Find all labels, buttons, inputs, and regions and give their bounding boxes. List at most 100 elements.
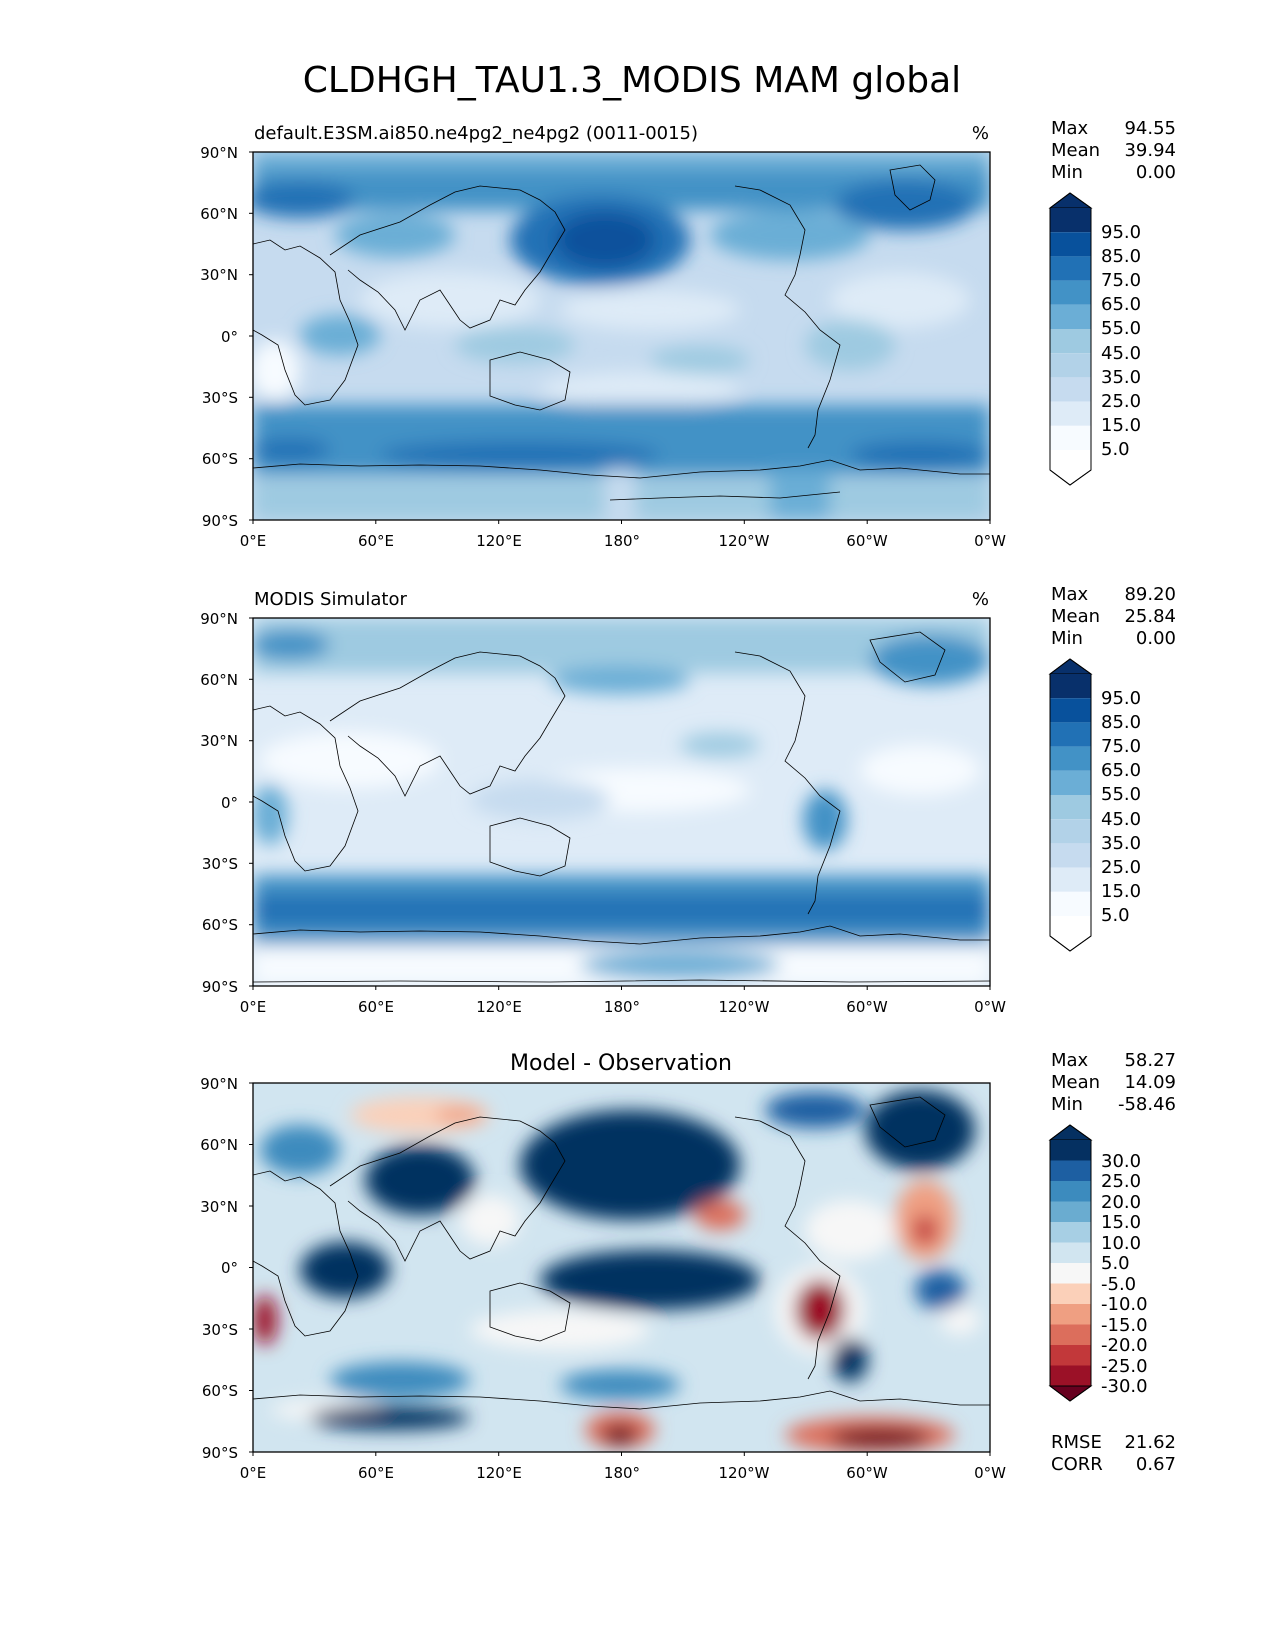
colorbar-tick-label: 75.0 — [1101, 736, 1141, 757]
colorbar-segment — [1050, 1324, 1091, 1345]
colorbar-segment — [1050, 1242, 1091, 1263]
stat-mean-label: Mean — [1051, 606, 1100, 627]
stat-min-label: Min — [1051, 1094, 1083, 1115]
colorbar-segment — [1050, 401, 1091, 426]
x-tick-label: 120°W — [719, 532, 770, 550]
colorbar: 95.0 85.0 75.0 65.0 55.0 45.0 35.0 25.0 … — [1048, 192, 1141, 486]
stat-max-label: Max — [1051, 1050, 1089, 1071]
colorbar-tick-label: -25.0 — [1101, 1356, 1148, 1377]
colorbar-tick-label: 5.0 — [1101, 1253, 1130, 1274]
colorbar-segment — [1050, 304, 1091, 329]
x-tick-label: 60°E — [358, 998, 394, 1016]
colorbar-top-extend — [1048, 658, 1093, 675]
field-blobs — [253, 1090, 980, 1452]
x-tick-label: 120°W — [719, 998, 770, 1016]
colorbar-segment — [1050, 674, 1091, 699]
colorbar-tick-label: 75.0 — [1101, 270, 1141, 291]
colorbar-segment — [1050, 1345, 1091, 1366]
field-blobs — [253, 618, 990, 986]
x-axis: 0°E 60°E 120°E 180° 120°W 60°W 0°W — [240, 1452, 1006, 1482]
y-tick-label: 60°N — [200, 205, 238, 223]
colorbar-segment — [1050, 795, 1091, 820]
colorbar-segment — [1050, 208, 1091, 233]
colorbar-tick-label: 5.0 — [1101, 905, 1130, 926]
colorbar-tick-label: 45.0 — [1101, 343, 1141, 364]
panel-title: default.E3SM.ai850.ne4pg2_ne4pg2 (0011-0… — [254, 123, 698, 144]
colorbar-tick-label: -5.0 — [1101, 1274, 1136, 1295]
x-tick-label: 180° — [604, 1464, 640, 1482]
y-tick-label: 30°N — [200, 732, 238, 750]
rmse-label: RMSE — [1051, 1432, 1102, 1453]
colorbar-segment — [1050, 746, 1091, 771]
panel-title: MODIS Simulator — [254, 589, 407, 610]
x-tick-label: 0°W — [974, 1464, 1006, 1482]
x-tick-label: 120°E — [476, 998, 522, 1016]
colorbar-segment — [1050, 425, 1091, 450]
colorbar-top-extend — [1048, 1124, 1093, 1141]
coastlines — [253, 631, 990, 983]
y-axis: 90°N 60°N 30°N 0° 30°S 60°S 90°S — [200, 1075, 253, 1462]
x-tick-label: 60°W — [846, 1464, 888, 1482]
y-tick-label: 30°N — [200, 266, 238, 284]
colorbar-segment — [1050, 1181, 1091, 1202]
y-tick-label: 90°N — [200, 1075, 238, 1093]
field-blobs — [253, 152, 990, 520]
x-tick-label: 0°E — [240, 998, 267, 1016]
colorbar-tick-label: 15.0 — [1101, 881, 1141, 902]
colorbar-segment — [1050, 1304, 1091, 1325]
y-axis: 90°N 60°N 30°N 0° 30°S 60°S 90°S — [200, 610, 253, 996]
error-stats: RMSE 21.62 CORR 0.67 — [1051, 1432, 1176, 1475]
colorbar-tick-label: 95.0 — [1101, 688, 1141, 709]
colorbar-tick-label: 55.0 — [1101, 318, 1141, 339]
colorbar-segment — [1050, 867, 1091, 892]
x-tick-label: 0°W — [974, 532, 1006, 550]
colorbar-tick-label: 85.0 — [1101, 246, 1141, 267]
figure-title: CLDHGH_TAU1.3_MODIS MAM global — [303, 60, 961, 101]
y-tick-label: 90°S — [202, 978, 238, 996]
colorbar-frame — [1049, 192, 1092, 486]
units-label: % — [972, 123, 989, 144]
colorbar-segment — [1050, 1140, 1091, 1161]
y-tick-label: 60°N — [200, 1136, 238, 1154]
stat-mean-value: 39.94 — [1124, 140, 1176, 161]
y-tick-label: 0° — [221, 328, 238, 346]
stat-min-value: -58.46 — [1118, 1094, 1176, 1115]
stats-box: Max 94.55 Mean 39.94 Min 0.00 — [1051, 118, 1176, 183]
stats-box: Max 89.20 Mean 25.84 Min 0.00 — [1051, 584, 1176, 649]
stat-min-label: Min — [1051, 628, 1083, 649]
coastlines — [253, 164, 990, 501]
map-field — [253, 1083, 990, 1452]
colorbar-segment — [1050, 819, 1091, 844]
colorbar-segment — [1050, 1201, 1091, 1222]
panel-observation: MODIS Simulator % — [200, 584, 1176, 1016]
colorbar-tick-label: 95.0 — [1101, 222, 1141, 243]
stat-min-value: 0.00 — [1136, 162, 1176, 183]
colorbar-segment — [1050, 1222, 1091, 1243]
colorbar-tick-label: -15.0 — [1101, 1315, 1148, 1336]
stats-box: Max 58.27 Mean 14.09 Min -58.46 — [1051, 1050, 1176, 1115]
colorbar-segment — [1050, 1263, 1091, 1284]
y-tick-label: 90°S — [202, 512, 238, 530]
colorbar-segment — [1050, 353, 1091, 378]
colorbar-tick-label: 85.0 — [1101, 712, 1141, 733]
y-tick-label: 0° — [221, 794, 238, 812]
colorbar: 30.0 25.0 20.0 15.0 10.0 5.0 -5.0 -10.0 … — [1048, 1124, 1148, 1402]
stat-max-value: 94.55 — [1124, 118, 1176, 139]
corr-value: 0.67 — [1136, 1454, 1176, 1475]
colorbar-segment — [1050, 722, 1091, 747]
colorbar: 95.0 85.0 75.0 65.0 55.0 45.0 35.0 25.0 … — [1048, 658, 1141, 952]
y-axis: 90°N 60°N 30°N 0° 30°S 60°S 90°S — [200, 144, 253, 530]
colorbar-segment — [1050, 891, 1091, 916]
colorbar-segment — [1050, 1160, 1091, 1181]
coastlines — [253, 1096, 990, 1410]
colorbar-bottom-extend — [1049, 935, 1092, 952]
y-tick-label: 60°S — [202, 450, 238, 468]
colorbar-bottom-extend — [1049, 469, 1092, 486]
colorbar-tick-label: 15.0 — [1101, 1212, 1141, 1233]
x-tick-label: 180° — [604, 532, 640, 550]
colorbar-segment — [1050, 698, 1091, 723]
x-tick-label: 120°W — [719, 1464, 770, 1482]
stat-mean-label: Mean — [1051, 140, 1100, 161]
colorbar-tick-label: 5.0 — [1101, 439, 1130, 460]
x-axis: 0°E 60°E 120°E 180° 120°W 60°W 0°W — [240, 986, 1006, 1016]
